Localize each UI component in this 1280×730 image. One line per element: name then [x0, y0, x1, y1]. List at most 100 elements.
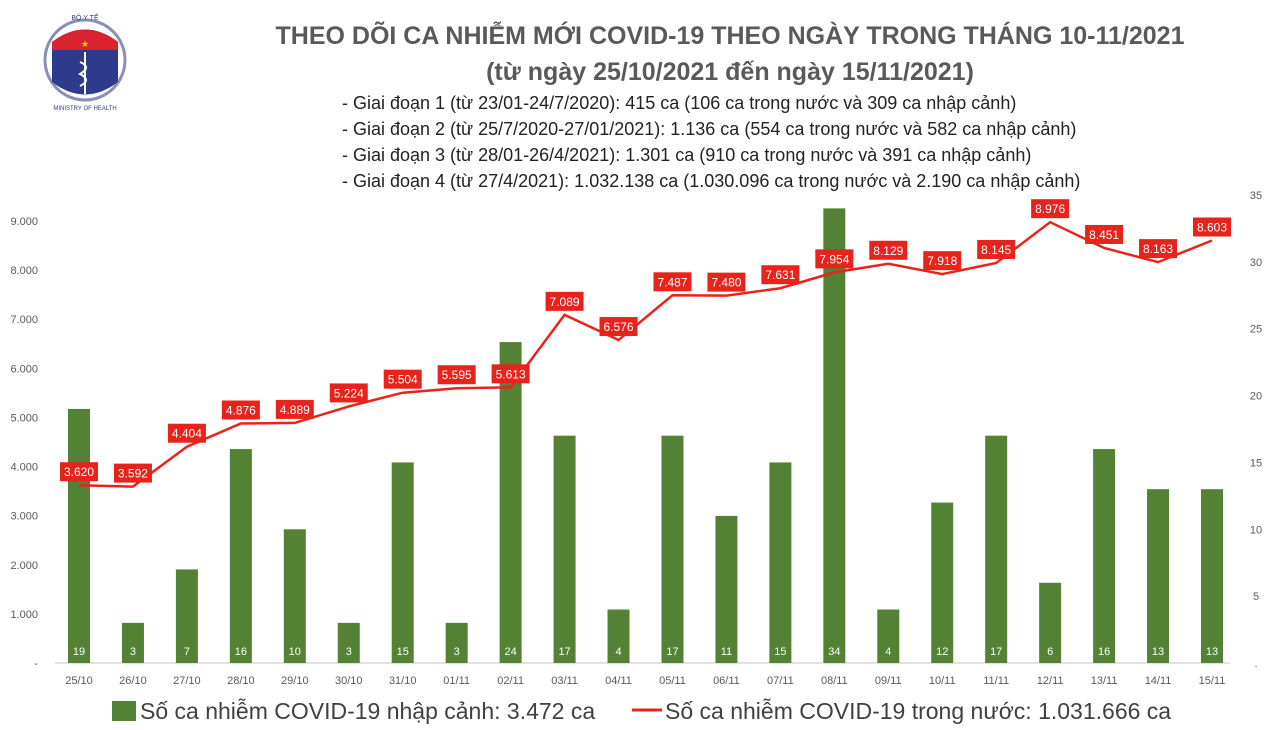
line-label-box: [113, 463, 152, 483]
bar-label: 34: [828, 646, 840, 658]
right-axis-tick: 5: [1253, 591, 1259, 603]
bar: [68, 408, 90, 663]
bar: [553, 435, 576, 663]
ministry-logo: ★ BỘ Y TẾ MINISTRY OF HEALTH: [43, 12, 127, 112]
bar-label: 10: [289, 646, 301, 658]
line-label-box: [383, 369, 422, 389]
line-data-label: 3.592: [113, 463, 152, 483]
line-label-box: [707, 272, 746, 292]
bar-label: 3: [454, 646, 460, 658]
bar: [1039, 582, 1062, 663]
line-label-box: [545, 291, 584, 311]
line-label-box: [761, 265, 800, 285]
line-label-box: [599, 317, 638, 337]
x-axis-tick: 30/10: [335, 675, 363, 687]
line-label-text: 8.603: [1197, 220, 1227, 234]
bar: [391, 462, 414, 663]
line-data-label: 7.918: [923, 251, 962, 271]
line-data-label: 7.480: [707, 272, 746, 292]
line-label-box: [1139, 239, 1178, 259]
bar: [337, 622, 360, 663]
line-label-text: 7.480: [711, 276, 741, 290]
line-label-box: [329, 383, 368, 403]
phase-1: - Giai đoạn 1 (từ 23/01-24/7/2020): 415 …: [342, 93, 1017, 113]
bar: [607, 609, 630, 663]
line-label-text: 5.613: [496, 367, 526, 381]
bar-label: 13: [1152, 646, 1164, 658]
line-label-box: [869, 240, 908, 260]
line-data-label: 3.620: [60, 462, 98, 482]
line-label-box: [1031, 199, 1070, 219]
line-label-box: [60, 462, 98, 482]
left-axis-tick: 8.000: [10, 265, 38, 277]
right-axis-tick: 25: [1250, 324, 1262, 336]
line-label-text: 4.889: [280, 403, 310, 417]
x-axis-tick: 08/11: [821, 675, 848, 687]
line-data-label: 8.451: [1085, 224, 1124, 244]
left-axis-tick: 7.000: [10, 314, 38, 326]
bar-label: 7: [184, 646, 190, 658]
right-axis-tick: .: [1254, 658, 1257, 670]
line-label-text: 5.504: [388, 373, 418, 387]
bar-label: 17: [990, 646, 1002, 658]
left-axis-tick: 5.000: [10, 412, 38, 424]
line-data-label: 5.224: [329, 383, 368, 403]
line-data-label: 7.487: [653, 272, 692, 292]
x-axis-tick: 03/11: [551, 675, 578, 687]
line-data-label: 6.576: [599, 317, 638, 337]
bar-label: 13: [1206, 646, 1218, 658]
line-data-label: 8.163: [1139, 239, 1178, 259]
bar: [985, 435, 1008, 663]
line-label-text: 8.163: [1143, 242, 1173, 256]
bar-label: 11: [721, 646, 732, 658]
line-label-box: [491, 364, 530, 384]
x-axis-tick: 25/10: [65, 675, 93, 687]
bar: [1093, 449, 1116, 663]
line-label-box: [653, 272, 692, 292]
legend-line-label: Số ca nhiễm COVID-19 trong nước: 1.031.6…: [665, 698, 1171, 724]
bar: [229, 449, 252, 663]
bar-label: 15: [397, 646, 409, 658]
line-label-text: 3.620: [64, 465, 94, 479]
bar-label: 4: [885, 646, 891, 658]
line-label-box: [1085, 224, 1124, 244]
x-axis-tick: 09/11: [875, 675, 902, 687]
bar-label: 16: [1098, 646, 1110, 658]
line-label-text: 5.595: [442, 368, 472, 382]
line-data-label: 4.404: [167, 423, 206, 443]
legend-bar-swatch: [112, 701, 136, 721]
legend-bar-label: Số ca nhiễm COVID-19 nhập cảnh: 3.472 ca: [140, 698, 595, 724]
x-axis-tick: 14/11: [1145, 675, 1172, 687]
line-label-box: [221, 400, 260, 420]
line-label-text: 3.592: [118, 467, 148, 481]
line-label-box: [815, 249, 854, 269]
line-label-text: 8.976: [1035, 202, 1065, 216]
x-axis-tick: 28/10: [227, 675, 255, 687]
x-axis-tick: 06/11: [713, 675, 740, 687]
bar-label: 6: [1047, 646, 1053, 658]
line-label-text: 7.631: [765, 268, 795, 282]
x-axis-tick: 15/11: [1199, 675, 1226, 687]
bar: [1147, 489, 1170, 663]
right-axis-tick: 20: [1250, 391, 1262, 403]
right-axis-tick: 15: [1250, 457, 1262, 469]
x-axis-tick: 04/11: [605, 675, 632, 687]
x-axis-tick: 11/11: [983, 675, 1009, 687]
line-label-text: 8.145: [981, 243, 1011, 257]
bar: [931, 502, 954, 663]
bar-label: 16: [235, 646, 247, 658]
phase-3: - Giai đoạn 3 (từ 28/01-26/4/2021): 1.30…: [342, 145, 1032, 165]
bar-label: 4: [615, 646, 621, 658]
line-label-text: 7.954: [819, 252, 849, 266]
line-label-text: 4.404: [172, 427, 202, 441]
x-axis-tick: 13/11: [1091, 675, 1118, 687]
line-label-box: [275, 399, 314, 419]
line-label-box: [923, 251, 962, 271]
bar: [715, 515, 738, 663]
line-data-label: 8.603: [1193, 217, 1231, 237]
line-label-text: 7.089: [550, 295, 580, 309]
line-label-text: 6.576: [604, 320, 634, 334]
x-axis-tick: 29/10: [281, 675, 309, 687]
left-axis-tick: 3.000: [10, 511, 38, 523]
